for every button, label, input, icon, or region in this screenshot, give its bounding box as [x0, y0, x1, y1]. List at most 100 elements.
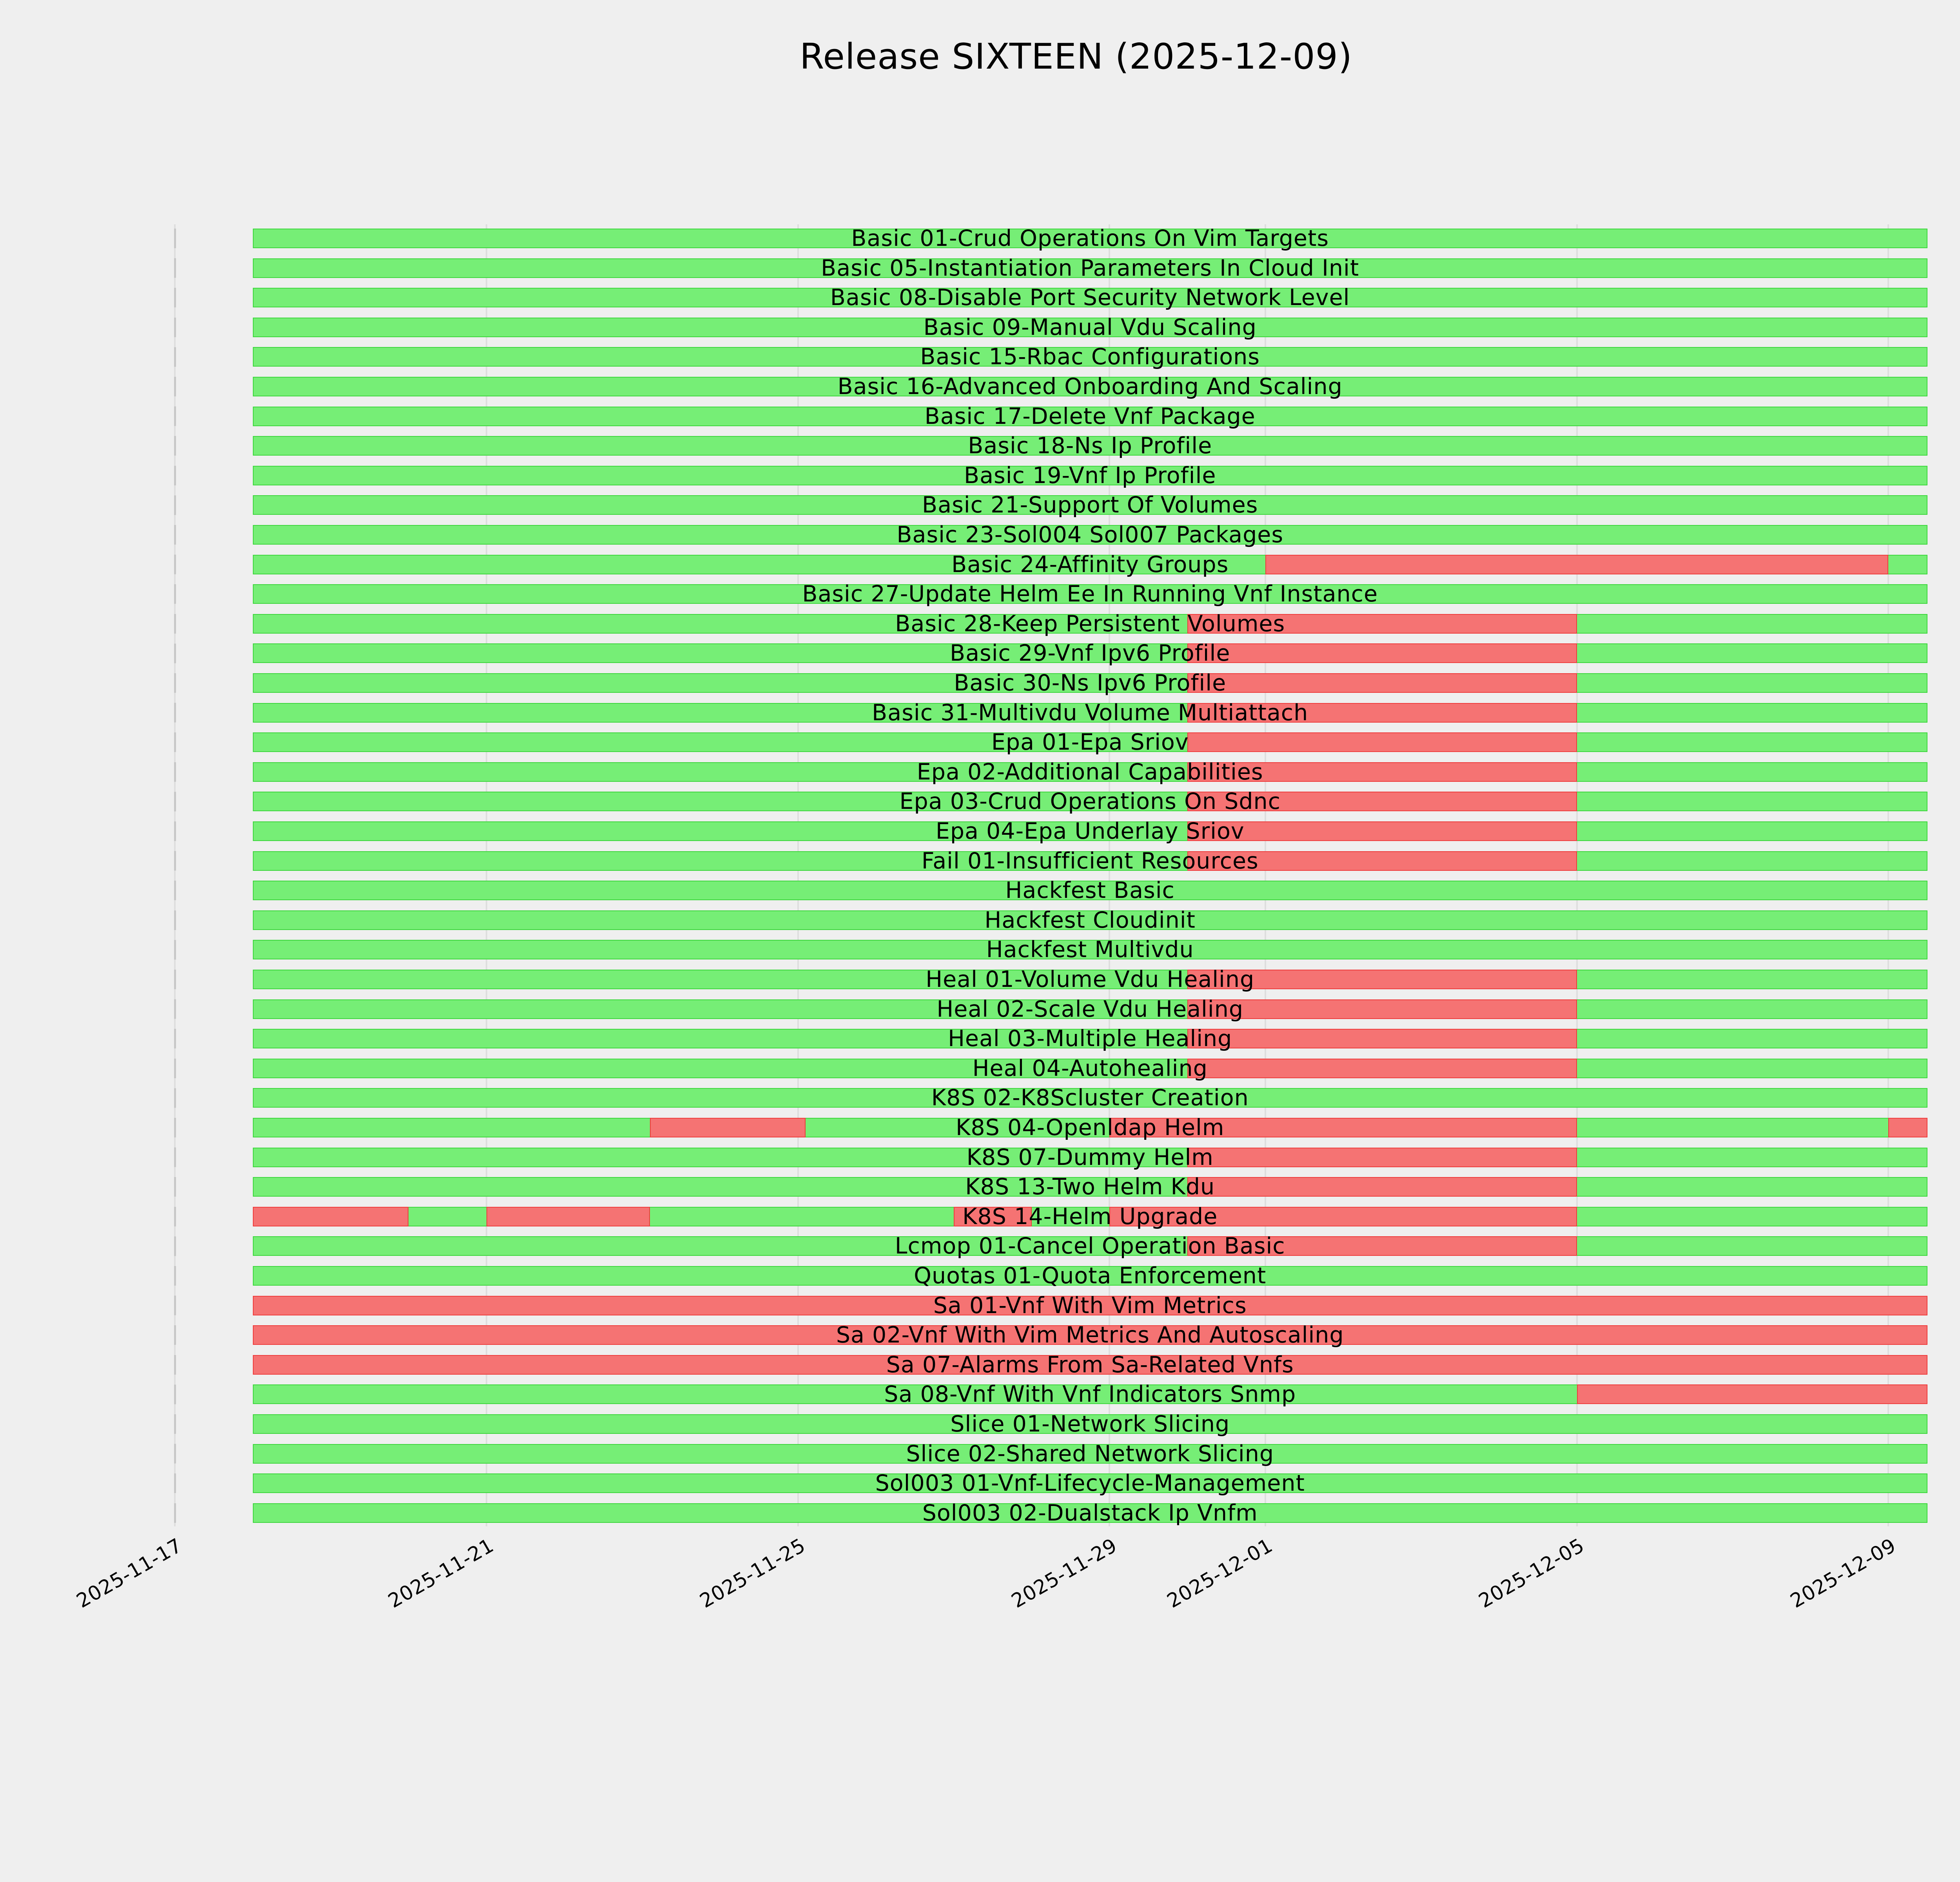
task-bar-fail-segment — [252, 1206, 409, 1226]
task-bar — [252, 1295, 1927, 1315]
task-label: K8S 04-Openldap Helm — [956, 1115, 1225, 1141]
task-bar — [252, 229, 1927, 248]
task-label: Basic 21-Support Of Volumes — [922, 492, 1258, 518]
task-label: Epa 04-Epa Underlay Sriov — [935, 818, 1245, 844]
task-bar-fail-segment — [1187, 792, 1577, 812]
grid-line — [1264, 224, 1266, 1526]
task-label: Hackfest Multivdu — [986, 937, 1194, 963]
task-bar — [252, 881, 1927, 901]
task-bar-fail-segment — [1187, 1058, 1577, 1078]
task-bar — [252, 1414, 1927, 1434]
task-bar — [252, 851, 1927, 871]
x-tick-label: 2025-12-05 — [1475, 1534, 1588, 1613]
task-bar — [252, 554, 1927, 574]
task-label: Basic 17-Delete Vnf Package — [924, 403, 1256, 429]
task-bar — [252, 821, 1927, 841]
task-label: Basic 24-Affinity Groups — [951, 551, 1229, 578]
task-label: Sol003 01-Vnf-Lifecycle-Management — [875, 1470, 1305, 1497]
task-label: Hackfest Cloudinit — [984, 907, 1196, 933]
task-bar — [252, 1029, 1927, 1049]
task-bar-fail-segment — [953, 1206, 1032, 1226]
task-label: Lcmop 01-Cancel Operation Basic — [895, 1233, 1285, 1259]
task-bar-fail-segment — [1187, 1147, 1577, 1167]
x-tick-label: 2025-11-21 — [384, 1534, 498, 1613]
task-label: Basic 23-Sol004 Sol007 Packages — [897, 522, 1284, 548]
task-label: Basic 08-Disable Port Security Network L… — [830, 285, 1350, 311]
task-label: Heal 01-Volume Vdu Healing — [926, 966, 1255, 992]
grid-line — [1887, 224, 1889, 1526]
task-label: Heal 04-Autohealing — [972, 1055, 1208, 1081]
chart-title: Release SIXTEEN (2025-12-09) — [800, 36, 1352, 77]
grid-line — [485, 224, 487, 1526]
task-label: Slice 01-Network Slicing — [950, 1411, 1230, 1437]
task-bar — [252, 1206, 1927, 1226]
x-tick-label: 2025-12-09 — [1786, 1534, 1900, 1613]
task-bar-fail-segment — [252, 1295, 1927, 1315]
task-label: K8S 02-K8Scluster Creation — [931, 1085, 1249, 1111]
task-label: Epa 01-Epa Sriov — [991, 729, 1189, 756]
task-label: Sa 07-Alarms From Sa-Related Vnfs — [886, 1352, 1294, 1378]
task-bar — [252, 1236, 1927, 1256]
task-bar — [252, 525, 1927, 545]
task-bar — [252, 940, 1927, 960]
task-bar — [252, 1325, 1927, 1345]
x-tick-label: 2025-11-25 — [696, 1534, 809, 1613]
task-label: Basic 15-Rbac Configurations — [920, 344, 1260, 370]
task-bar-fail-segment — [1187, 762, 1577, 782]
task-bar — [252, 792, 1927, 812]
task-bar-fail-segment — [252, 1355, 1927, 1375]
x-tick-label: 2025-11-17 — [73, 1534, 186, 1613]
task-label: Basic 09-Manual Vdu Scaling — [923, 314, 1257, 340]
task-bar — [252, 377, 1927, 396]
task-label: Epa 02-Additional Capabilities — [916, 759, 1263, 785]
task-label: K8S 07-Dummy Helm — [966, 1144, 1214, 1170]
task-bar — [252, 1503, 1927, 1523]
task-bar-fail-segment — [1187, 673, 1577, 693]
grid-line — [797, 224, 799, 1526]
task-label: Basic 30-Ns Ipv6 Profile — [954, 670, 1227, 696]
task-label: Heal 02-Scale Vdu Healing — [936, 996, 1244, 1022]
task-bar — [252, 495, 1927, 515]
task-bar-fail-segment — [1187, 1236, 1577, 1256]
task-bar-fail-segment — [1187, 643, 1577, 663]
task-bar — [252, 1473, 1927, 1493]
task-label: Sol003 02-Dualstack Ip Vnfm — [922, 1500, 1258, 1526]
task-bar — [252, 1444, 1927, 1464]
task-label: Basic 29-Vnf Ipv6 Profile — [949, 640, 1230, 667]
task-bar-fail-segment — [1187, 732, 1577, 752]
grid-line — [1576, 224, 1578, 1526]
task-label: Basic 31-Multivdu Volume Multiattach — [872, 699, 1308, 726]
task-label: Sa 08-Vnf With Vnf Indicators Snmp — [884, 1381, 1296, 1408]
task-bar — [252, 406, 1927, 426]
task-bar-fail-segment — [1187, 703, 1577, 723]
task-bar-fail-segment — [1187, 821, 1577, 841]
task-label: K8S 14-Helm Upgrade — [962, 1203, 1218, 1230]
task-label: Basic 16-Advanced Onboarding And Scaling — [837, 374, 1343, 400]
task-label: Fail 01-Insufficient Resources — [921, 848, 1259, 874]
task-label: Basic 18-Ns Ip Profile — [968, 433, 1212, 459]
task-label: Heal 03-Multiple Healing — [948, 1026, 1232, 1052]
task-bar-fail-segment — [252, 1325, 1927, 1345]
task-label: Basic 28-Keep Persistent Volumes — [895, 610, 1285, 637]
task-bar — [252, 673, 1927, 693]
task-label: K8S 13-Two Helm Kdu — [965, 1174, 1215, 1200]
task-bar-fail-segment — [1187, 1029, 1577, 1049]
task-bar-fail-segment — [1187, 851, 1577, 871]
task-bar — [252, 1384, 1927, 1404]
task-bar-fail-segment — [1109, 1118, 1577, 1137]
task-bar — [252, 1266, 1927, 1286]
task-label: Basic 19-Vnf Ip Profile — [964, 462, 1216, 489]
dashed-date-marker-line — [174, 229, 176, 1526]
task-bar — [252, 1355, 1927, 1375]
task-label: Hackfest Basic — [1005, 877, 1175, 904]
x-tick-label: 2025-12-01 — [1163, 1534, 1277, 1613]
task-bar — [252, 465, 1927, 485]
task-label: Sa 02-Vnf With Vim Metrics And Autoscali… — [836, 1322, 1344, 1348]
task-bar — [252, 732, 1927, 752]
task-bar — [252, 643, 1927, 663]
task-bar-fail-segment — [486, 1206, 650, 1226]
task-bar-fail-segment — [1187, 1177, 1577, 1197]
task-bar — [252, 1058, 1927, 1078]
task-bar — [252, 910, 1927, 930]
